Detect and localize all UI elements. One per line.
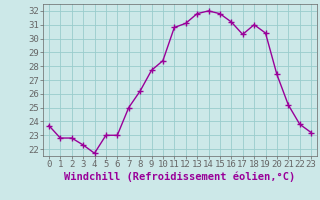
X-axis label: Windchill (Refroidissement éolien,°C): Windchill (Refroidissement éolien,°C) — [64, 172, 296, 182]
